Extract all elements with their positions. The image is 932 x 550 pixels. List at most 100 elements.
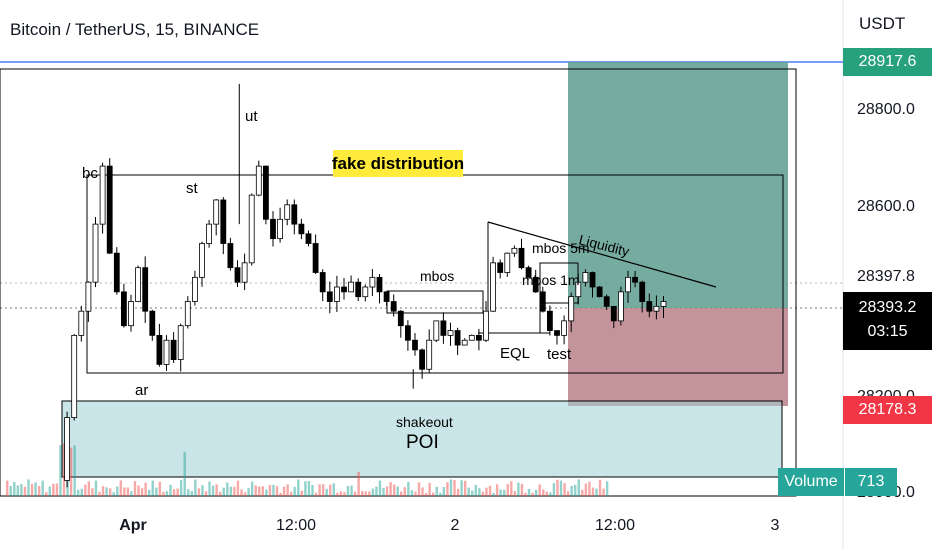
poi-zone[interactable] <box>61 400 783 478</box>
candle-body <box>234 267 241 283</box>
candle-body <box>475 334 482 341</box>
volume-label[interactable]: Volume <box>778 468 844 496</box>
volume-bar <box>304 481 307 496</box>
volume-bar <box>456 488 460 496</box>
candle-body <box>653 305 660 312</box>
volume-bar <box>375 486 378 496</box>
volume-bar <box>428 482 431 496</box>
volume-bar <box>194 479 197 496</box>
volume-bar <box>339 491 343 496</box>
symbol-header[interactable]: Bitcoin / TetherUS, 15, BINANCE <box>10 20 260 39</box>
volume-bar <box>378 480 382 496</box>
candle-body <box>241 262 248 283</box>
volume-bar <box>435 486 438 496</box>
candle-body <box>561 320 567 336</box>
volume-bar <box>382 487 385 496</box>
candle-body <box>433 320 440 341</box>
volume-bar <box>20 484 23 496</box>
candle-body <box>170 339 177 360</box>
candle-body <box>575 281 582 298</box>
volume-bar <box>101 486 105 496</box>
volume-bar <box>236 480 240 496</box>
volume-bar <box>219 491 222 496</box>
poi-label: POI <box>406 432 439 453</box>
volume-bar <box>275 486 279 496</box>
candle-body <box>468 334 475 341</box>
volume-bar <box>48 486 51 496</box>
candle-body <box>135 267 142 302</box>
candle-body <box>618 291 624 322</box>
y-tick-label: 28800.0 <box>857 101 915 118</box>
volume-bar <box>55 483 59 496</box>
profit-zone[interactable] <box>568 62 788 308</box>
volume-bar <box>16 485 20 496</box>
mbos-1m-label: mbos 1m <box>522 272 580 288</box>
x-axis: Apr 12:00 2 12:00 3 <box>119 517 779 534</box>
candle-body <box>596 286 603 298</box>
volume-bar <box>488 485 492 496</box>
volume-bars <box>6 434 609 496</box>
volume-bar <box>179 480 183 496</box>
candle-body <box>426 339 433 370</box>
last-price-value: 28393.2 <box>858 299 917 316</box>
x-tick-label: 2 <box>451 517 460 534</box>
volume-bar <box>506 484 509 496</box>
volume-bar <box>140 488 144 496</box>
y-axis: 28800.0 28600.0 <box>857 101 915 215</box>
volume-bar <box>13 481 16 496</box>
volume-bar <box>190 491 193 496</box>
volume-bar <box>123 487 126 496</box>
volume-bar <box>94 480 98 496</box>
volume-bar <box>598 479 602 496</box>
volume-bar <box>268 485 272 496</box>
candle-body <box>646 301 653 312</box>
loss-zone[interactable] <box>568 308 788 406</box>
candle-body <box>64 417 70 481</box>
volume-bar <box>531 492 534 496</box>
volume-bar <box>158 481 162 496</box>
volume-bar <box>30 483 34 496</box>
volume-bar <box>119 480 122 496</box>
currency-label[interactable]: USDT <box>859 14 906 33</box>
volume-bar <box>211 485 215 496</box>
volume-bar <box>417 482 421 496</box>
volume-bar <box>261 486 264 496</box>
volume-bar <box>307 481 311 496</box>
x-tick-label: 12:00 <box>595 517 635 534</box>
volume-bar <box>290 491 293 496</box>
volume-bar <box>353 491 357 496</box>
candle-body <box>128 301 134 327</box>
volume-bar <box>513 491 517 496</box>
shakeout-label: shakeout <box>396 414 453 430</box>
volume-bar <box>279 492 282 496</box>
candle-body <box>511 247 518 254</box>
volume-bar <box>584 483 588 496</box>
liquidity-trendline[interactable] <box>487 221 717 288</box>
volume-value: 713 <box>845 468 897 496</box>
volume-bar <box>311 485 314 496</box>
candle-body <box>483 310 489 341</box>
volume-bar <box>201 485 204 496</box>
volume-bar <box>389 482 392 496</box>
candle-body <box>610 305 617 322</box>
volume-bar <box>495 484 499 496</box>
candle-body <box>213 199 220 225</box>
volume-bar <box>226 482 229 496</box>
volume-bar <box>314 492 318 496</box>
candle-body <box>291 204 298 225</box>
candle-body <box>142 267 149 312</box>
candle-body <box>206 223 213 244</box>
volume-bar <box>169 484 172 496</box>
volume-bar <box>187 489 190 496</box>
volume-bar <box>581 489 584 496</box>
volume-bar <box>385 486 389 496</box>
volume-bar <box>272 484 275 496</box>
volume-bar <box>336 492 339 496</box>
volume-bar <box>364 491 367 496</box>
candle-body <box>191 276 198 302</box>
last-price-badge: 28393.2 03:15 <box>843 292 932 350</box>
volume-bar <box>6 480 9 496</box>
volume-bar <box>9 486 12 496</box>
volume-bar <box>183 451 186 496</box>
